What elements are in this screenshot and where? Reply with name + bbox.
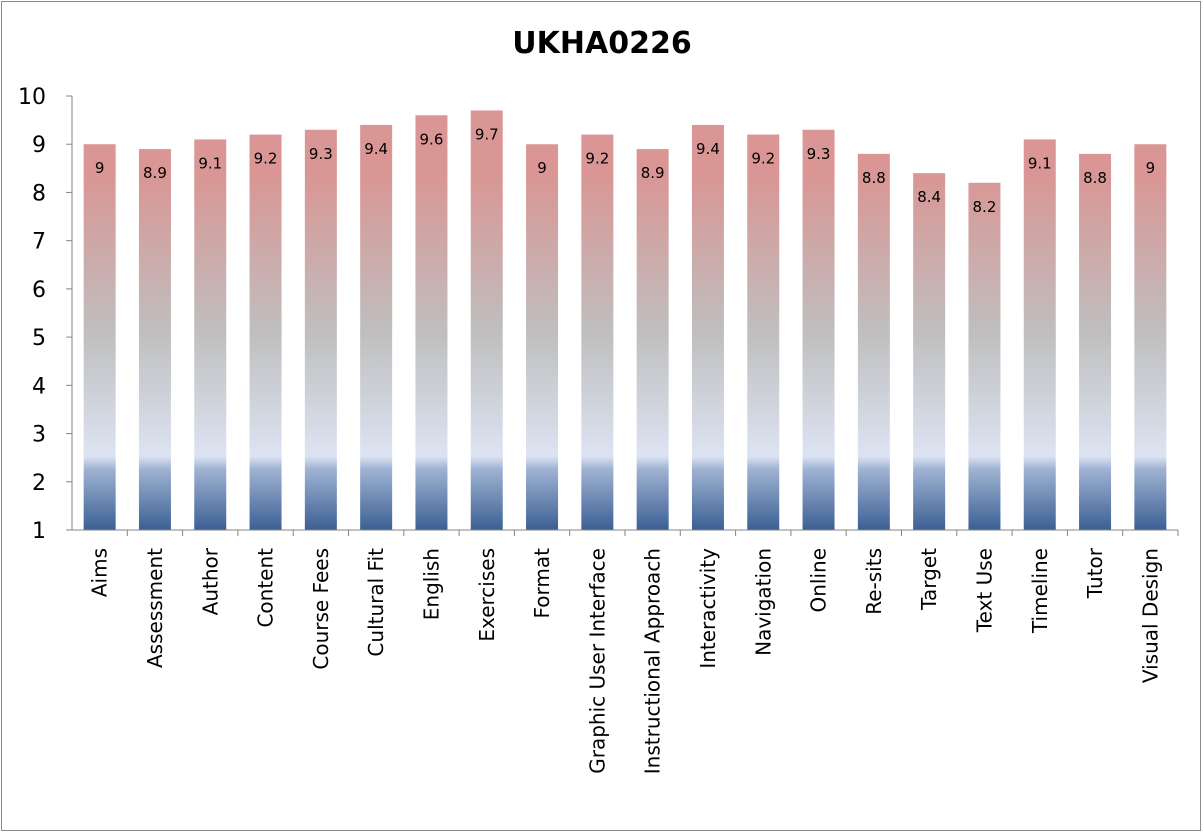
y-tick-label: 6 (32, 278, 46, 303)
data-label: 9.2 (751, 150, 775, 168)
bar-graphic-user-interface (581, 134, 614, 531)
x-tick-label: English (419, 548, 443, 620)
bar-text-use (968, 182, 1001, 531)
data-label: 8.8 (1083, 169, 1107, 187)
data-label: 9.2 (585, 150, 609, 168)
y-tick-label: 2 (32, 471, 46, 496)
x-tick-label: Author (198, 547, 222, 615)
bar-target (913, 173, 946, 530)
bar-re-sits (857, 153, 890, 530)
data-label: 9.6 (420, 130, 444, 148)
data-label: 8.2 (973, 198, 997, 216)
bar-instructional-approach (636, 149, 669, 531)
x-tick-label: Timeline (1028, 548, 1052, 634)
y-tick-label: 3 (32, 423, 46, 448)
x-tick-label: Format (530, 548, 554, 619)
y-tick-label: 4 (32, 374, 46, 399)
y-tick-label: 5 (32, 326, 46, 351)
x-tick-label: Content (254, 548, 278, 628)
data-label: 9 (1146, 159, 1156, 177)
bar-timeline (1023, 139, 1056, 530)
bar-course-fees (304, 129, 337, 530)
bar-visual-design (1134, 144, 1167, 530)
x-tick-label: Online (807, 548, 831, 613)
data-labels: 9 8.9 9.1 9.2 9.3 9.4 9.6 9.7 9 9.2 8.9 9.4 9.2 9.3 8.… (95, 125, 1155, 215)
bar-exercises (470, 110, 503, 530)
data-label: 8.8 (862, 169, 886, 187)
y-tick-label: 1 (32, 519, 46, 544)
x-tick-label: Interactivity (696, 548, 720, 669)
bar-author (194, 139, 227, 530)
bar-online (802, 129, 835, 530)
data-label: 8.9 (143, 164, 167, 182)
data-label: 9.1 (1028, 154, 1052, 172)
bar-aims (83, 144, 116, 530)
bar-content (249, 134, 282, 531)
x-tick-label: Course Fees (309, 548, 333, 670)
data-label: 9.1 (198, 154, 222, 172)
data-label: 8.4 (917, 188, 941, 206)
data-label: 9.3 (309, 145, 333, 163)
x-tick-label: Exercises (475, 548, 499, 642)
x-tick-label: Graphic User Interface (585, 548, 609, 774)
x-tick-label: Navigation (751, 548, 775, 656)
bars (83, 110, 1167, 531)
bar-interactivity (691, 124, 724, 530)
data-label: 9 (537, 159, 547, 177)
data-label: 9 (95, 159, 105, 177)
bar-tutor (1079, 153, 1112, 530)
x-tick-label: Re-sits (862, 548, 886, 615)
data-label: 9.7 (475, 125, 499, 143)
x-tick-label: Cultural Fit (364, 548, 388, 657)
data-label: 8.9 (641, 164, 665, 182)
x-axis: Aims Assessment Author Content Course Fees Cu… (72, 529, 1179, 774)
bar-cultural-fit (360, 124, 393, 530)
x-tick-label: Instructional Approach (641, 548, 665, 774)
x-tick-label: Visual Design (1138, 548, 1162, 683)
x-tick-label: Assessment (143, 548, 167, 668)
data-label: 9.4 (696, 140, 720, 158)
y-tick-label: 10 (18, 85, 46, 110)
y-tick-label: 8 (32, 181, 46, 206)
data-label: 9.4 (364, 140, 388, 158)
y-tick-label: 9 (32, 133, 46, 158)
y-tick-label: 7 (32, 230, 46, 255)
x-tick-label: Tutor (1083, 547, 1107, 599)
x-tick-label: Text Use (972, 548, 996, 633)
data-label: 9.2 (254, 150, 278, 168)
bar-navigation (747, 134, 780, 531)
bar-assessment (138, 149, 171, 531)
x-tick-label: Target (917, 548, 941, 611)
bar-english (415, 115, 448, 531)
chart-title: UKHA0226 (512, 26, 692, 61)
x-tick-label: Aims (88, 548, 112, 597)
data-label: 9.3 (807, 145, 831, 163)
bar-format (526, 144, 559, 530)
y-axis: 1 2 3 4 5 6 7 8 9 10 (18, 85, 73, 544)
